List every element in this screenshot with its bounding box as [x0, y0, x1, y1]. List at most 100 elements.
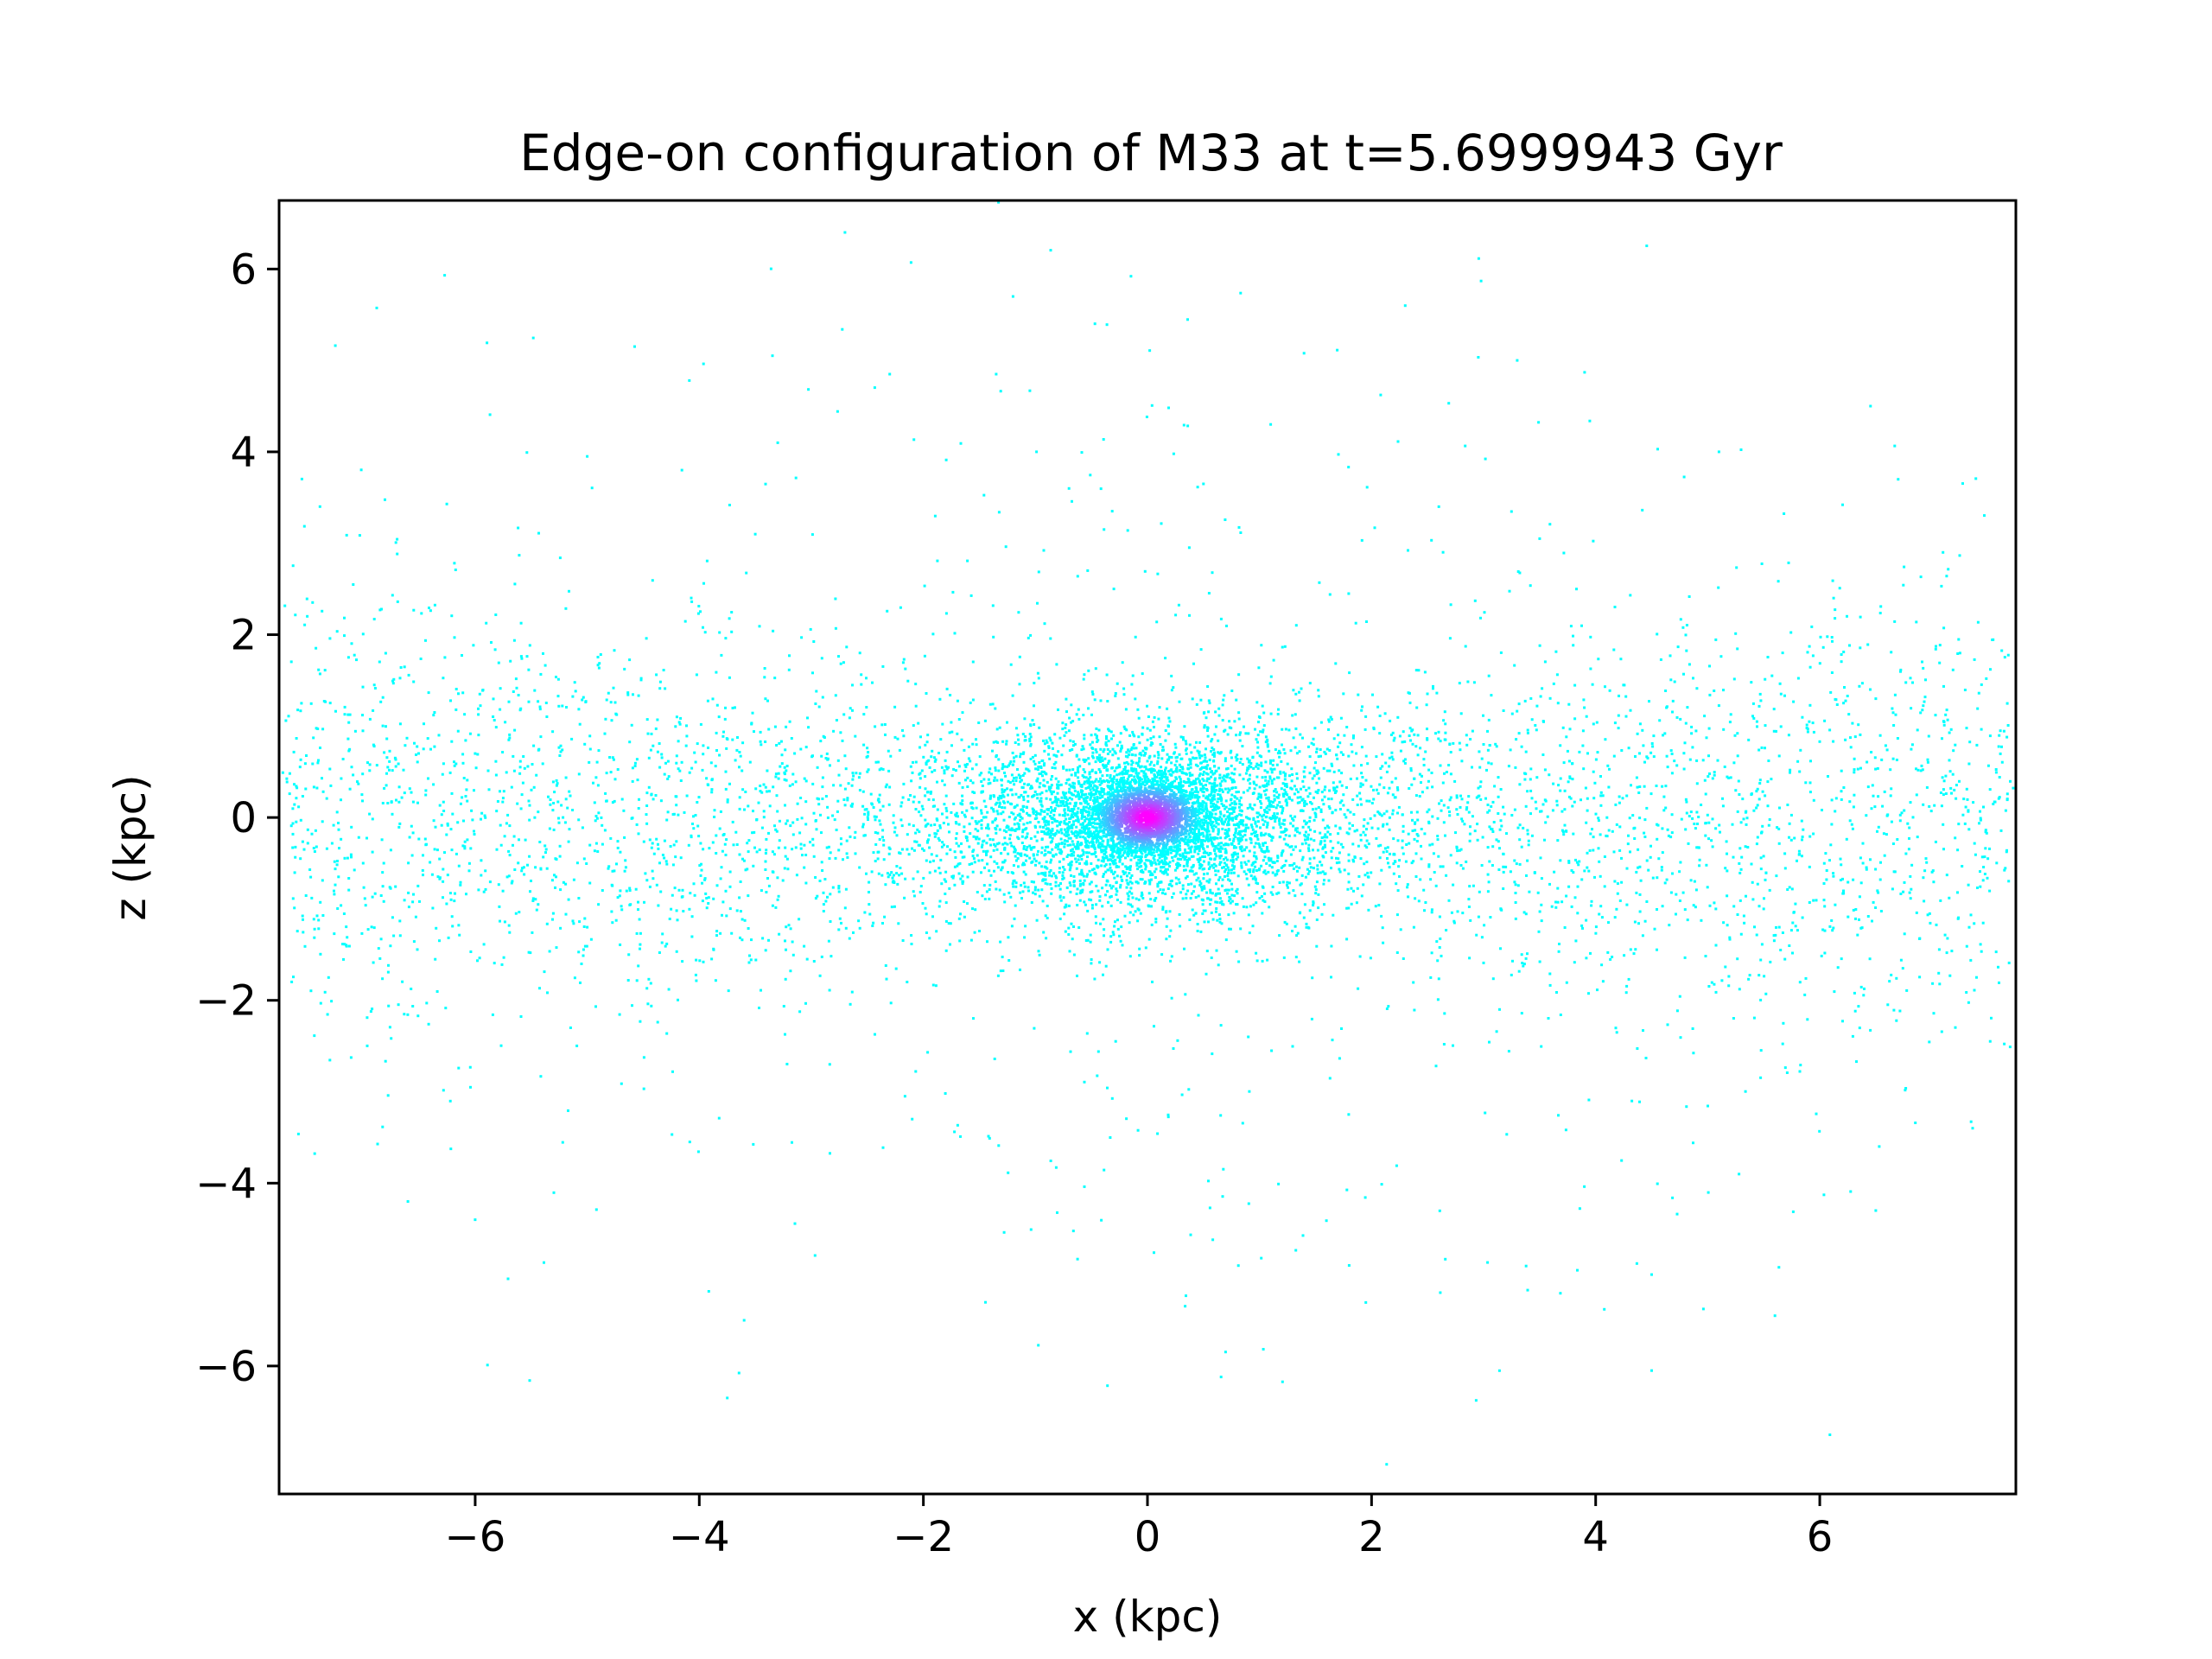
scatter-point — [1241, 1122, 1244, 1125]
scatter-point — [1777, 842, 1781, 845]
scatter-point — [675, 909, 678, 912]
scatter-point — [1402, 957, 1405, 960]
scatter-point — [1208, 759, 1211, 761]
scatter-point — [1537, 930, 1541, 933]
scatter-point — [1215, 855, 1218, 858]
scatter-point — [1066, 854, 1070, 856]
scatter-point — [834, 597, 837, 601]
scatter-point — [1239, 848, 1243, 851]
scatter-point — [1185, 815, 1189, 818]
scatter-point — [578, 920, 582, 924]
scatter-point — [1004, 545, 1007, 549]
scatter-point — [1067, 933, 1071, 936]
scatter-point — [1687, 842, 1690, 845]
scatter-point — [885, 783, 888, 786]
scatter-point — [1113, 859, 1116, 862]
scatter-point — [1840, 863, 1843, 867]
scatter-point — [1270, 839, 1274, 842]
scatter-point — [1256, 741, 1259, 744]
scatter-point — [1098, 830, 1102, 832]
scatter-point — [569, 794, 572, 798]
scatter-point — [1002, 829, 1006, 832]
scatter-point — [485, 621, 488, 625]
scatter-point — [1319, 840, 1323, 843]
scatter-point — [899, 867, 902, 869]
scatter-point — [1460, 760, 1464, 763]
scatter-point — [1444, 738, 1447, 741]
scatter-point — [1266, 743, 1269, 747]
scatter-point — [1073, 834, 1077, 837]
scatter-point — [1153, 858, 1156, 861]
scatter-point — [1211, 918, 1215, 921]
scatter-point — [1316, 864, 1319, 868]
scatter-point — [1032, 811, 1035, 815]
scatter-point — [1191, 791, 1194, 795]
scatter-point — [1950, 791, 1953, 795]
scatter-point — [1149, 824, 1153, 828]
scatter-point — [1559, 789, 1562, 792]
scatter-point — [931, 749, 934, 753]
scatter-point — [1080, 868, 1084, 872]
scatter-point — [1823, 929, 1827, 932]
scatter-point — [1976, 887, 1979, 889]
scatter-point — [1226, 866, 1230, 869]
scatter-point — [1656, 948, 1658, 951]
scatter-point — [680, 468, 683, 472]
scatter-point — [1514, 766, 1517, 769]
scatter-point — [1164, 775, 1167, 779]
scatter-point — [1435, 691, 1439, 695]
scatter-point — [1147, 841, 1150, 844]
scatter-point — [950, 730, 954, 734]
scatter-point — [1034, 863, 1037, 867]
scatter-point — [807, 388, 810, 391]
scatter-point — [1214, 874, 1217, 876]
scatter-point — [697, 605, 701, 607]
scatter-point — [337, 875, 340, 879]
scatter-point — [969, 938, 973, 942]
scatter-point — [1056, 820, 1059, 823]
scatter-point — [1969, 1120, 1973, 1123]
scatter-point — [1170, 800, 1173, 803]
scatter-point — [1022, 798, 1026, 802]
scatter-point — [1049, 861, 1052, 864]
scatter-point — [1588, 849, 1592, 852]
scatter-point — [1693, 880, 1696, 883]
scatter-point — [1779, 949, 1783, 951]
scatter-point — [1099, 699, 1103, 702]
scatter-point — [524, 838, 527, 842]
scatter-point — [1175, 882, 1179, 886]
scatter-point — [1935, 645, 1937, 648]
scatter-point — [664, 761, 667, 765]
scatter-point — [1098, 961, 1102, 964]
scatter-point — [1287, 881, 1291, 885]
scatter-point — [1087, 828, 1090, 831]
scatter-point — [945, 687, 949, 690]
scatter-point — [1272, 658, 1275, 662]
scatter-point — [1161, 908, 1165, 911]
scatter-point — [1332, 770, 1336, 773]
scatter-point — [1999, 752, 2002, 755]
scatter-point — [877, 872, 880, 875]
scatter-point — [281, 771, 284, 774]
scatter-point — [1218, 875, 1222, 879]
scatter-point — [1083, 815, 1086, 818]
scatter-point — [793, 752, 797, 755]
scatter-point — [1070, 721, 1073, 724]
scatter-point — [931, 983, 935, 987]
scatter-point — [1205, 797, 1208, 800]
scatter-point — [727, 989, 730, 993]
scatter-point — [1636, 785, 1639, 789]
scatter-point — [1620, 880, 1624, 884]
scatter-point — [1516, 709, 1519, 713]
scatter-point — [1095, 810, 1098, 814]
scatter-point — [785, 765, 789, 767]
scatter-point — [1198, 867, 1201, 870]
scatter-point — [728, 617, 731, 620]
scatter-point — [1010, 925, 1014, 928]
scatter-point — [1265, 806, 1268, 810]
scatter-point — [1426, 728, 1428, 731]
scatter-point — [1080, 870, 1084, 874]
scatter-point — [425, 1001, 429, 1005]
scatter-point — [1999, 729, 2002, 733]
scatter-point — [1858, 918, 1860, 921]
